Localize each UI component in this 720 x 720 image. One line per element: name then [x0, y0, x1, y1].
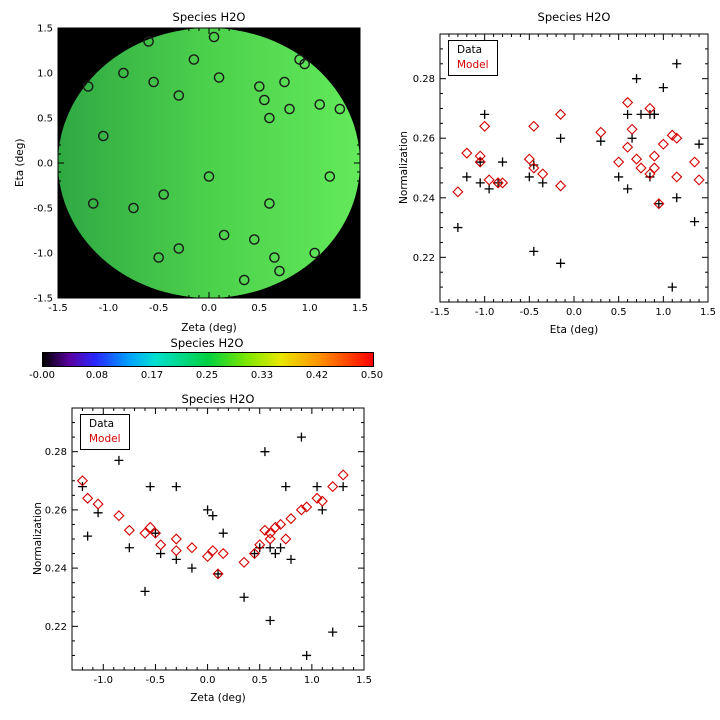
svg-text:-0.5: -0.5 — [149, 303, 169, 314]
svg-text:0.5: 0.5 — [252, 675, 268, 686]
colorbar-panel: Species H2O -0.00 0.08 0.17 0.25 0.33 0.42 0.5… — [8, 336, 400, 394]
svg-text:-0.5: -0.5 — [146, 675, 166, 686]
svg-text:-1.0: -1.0 — [33, 249, 53, 260]
svg-text:-1.0: -1.0 — [99, 303, 119, 314]
zeta-scatter-plot: -1.0 -0.5 0.0 0.5 1.0 1.5 0.22 0.24 0.26 0.28 — [45, 407, 372, 686]
svg-text:0.22: 0.22 — [45, 622, 67, 633]
svg-text:1.5: 1.5 — [37, 24, 53, 35]
svg-text:0.24: 0.24 — [413, 193, 435, 204]
legend-data-label: Data — [89, 418, 115, 430]
svg-text:0.5: 0.5 — [251, 303, 267, 314]
eta-scatter-panel: -1.5 -1.0 -0.5 0.0 0.5 1.0 1.5 0.22 0.24 0.26 0.28… — [398, 4, 720, 338]
eta-scatter-yaxis-label: Normalization — [398, 131, 410, 205]
svg-text:-1.5: -1.5 — [33, 294, 53, 305]
svg-text:0.0: 0.0 — [201, 303, 217, 314]
colorbar-tick-label: 0.25 — [195, 370, 219, 381]
colorbar-tick-label: 0.17 — [140, 370, 164, 381]
zeta-scatter-title: Species H2O — [181, 392, 255, 406]
colorbar-tick-label: -0.00 — [29, 370, 55, 381]
svg-text:-1.5: -1.5 — [48, 303, 68, 314]
svg-text:1.0: 1.0 — [37, 69, 53, 80]
svg-text:0.0: 0.0 — [200, 675, 216, 686]
svg-text:0.5: 0.5 — [37, 114, 53, 125]
svg-text:-0.5: -0.5 — [520, 307, 540, 318]
eta-scatter-title: Species H2O — [537, 10, 611, 24]
svg-text:0.28: 0.28 — [413, 74, 435, 85]
legend-model-label: Model — [457, 59, 489, 72]
zeta-scatter-legend: Data Model — [80, 414, 130, 451]
eta-scatter-plot: -1.5 -1.0 -0.5 0.0 0.5 1.0 1.5 0.22 0.24 0.26 0.28 — [413, 33, 716, 318]
svg-text:1.0: 1.0 — [304, 675, 320, 686]
svg-text:0.28: 0.28 — [45, 447, 67, 458]
map-yaxis-label: Eta (deg) — [14, 138, 26, 188]
legend-data-label: Data — [457, 44, 483, 56]
svg-text:1.5: 1.5 — [700, 307, 716, 318]
colorbar-gradient — [42, 352, 374, 367]
map-panel: -1.5 -1.0 -0.5 0.0 0.5 1.0 1.5 -1.5 -1.0 -0.5 0.0 0… — [8, 4, 380, 338]
svg-text:-1.0: -1.0 — [94, 675, 114, 686]
legend-model-label: Model — [89, 433, 121, 446]
map-title: Species H2O — [172, 10, 246, 24]
zeta-scatter-panel: -1.0 -0.5 0.0 0.5 1.0 1.5 0.22 0.24 0.26 0.28 Spe… — [28, 392, 394, 714]
colorbar-tick-label: 0.08 — [85, 370, 109, 381]
svg-text:0.0: 0.0 — [566, 307, 582, 318]
svg-text:1.0: 1.0 — [655, 307, 671, 318]
svg-text:1.5: 1.5 — [352, 303, 368, 314]
map-xaxis-label: Zeta (deg) — [181, 322, 237, 334]
map-plot: -1.5 -1.0 -0.5 0.0 0.5 1.0 1.5 -1.5 -1.0 -0.5 0.0 0… — [33, 24, 368, 315]
colorbar-tick-label: 0.50 — [360, 370, 384, 381]
svg-text:-1.0: -1.0 — [475, 307, 495, 318]
eta-scatter-legend: Data Model — [448, 40, 498, 77]
zeta-scatter-xaxis-label: Zeta (deg) — [190, 692, 246, 704]
colorbar-tick-label: 0.42 — [305, 370, 329, 381]
svg-text:0.5: 0.5 — [611, 307, 627, 318]
svg-text:0.26: 0.26 — [413, 134, 435, 145]
svg-text:-0.5: -0.5 — [33, 204, 53, 215]
svg-text:0.26: 0.26 — [45, 505, 67, 516]
svg-text:1.5: 1.5 — [356, 675, 372, 686]
eta-scatter-xaxis-label: Eta (deg) — [549, 324, 599, 336]
svg-text:1.0: 1.0 — [302, 303, 318, 314]
colorbar-tick-label: 0.33 — [250, 370, 274, 381]
svg-text:-1.5: -1.5 — [430, 307, 450, 318]
colorbar-title: Species H2O — [170, 336, 244, 350]
svg-text:0.0: 0.0 — [37, 159, 53, 170]
zeta-scatter-yaxis-label: Normalization — [32, 502, 44, 576]
svg-text:0.22: 0.22 — [413, 253, 435, 264]
svg-text:0.24: 0.24 — [45, 564, 67, 575]
